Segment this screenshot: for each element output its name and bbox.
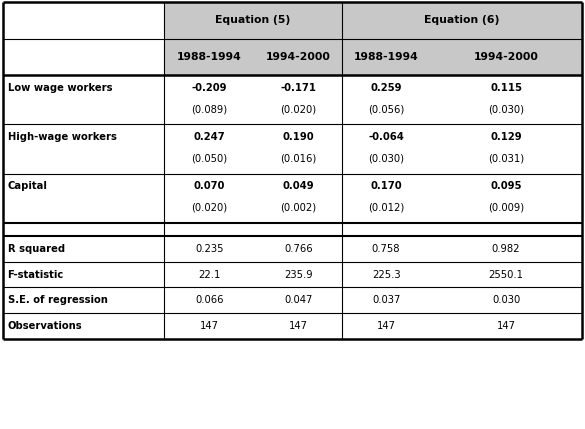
Text: (0.056): (0.056) bbox=[368, 104, 404, 114]
Text: 0.766: 0.766 bbox=[284, 244, 312, 254]
Text: (0.020): (0.020) bbox=[191, 203, 227, 213]
Text: 0.030: 0.030 bbox=[492, 295, 520, 305]
Text: 0.066: 0.066 bbox=[195, 295, 223, 305]
Text: Equation (6): Equation (6) bbox=[425, 15, 500, 25]
Text: (0.016): (0.016) bbox=[280, 154, 316, 163]
Text: 0.129: 0.129 bbox=[490, 132, 522, 142]
Text: F-statistic: F-statistic bbox=[8, 269, 64, 280]
Text: 0.190: 0.190 bbox=[283, 132, 314, 142]
Text: Equation (5): Equation (5) bbox=[215, 15, 291, 25]
Text: (0.012): (0.012) bbox=[368, 203, 404, 213]
Text: 1994-2000: 1994-2000 bbox=[266, 52, 331, 62]
Text: 0.037: 0.037 bbox=[372, 295, 400, 305]
Text: Observations: Observations bbox=[8, 321, 82, 331]
Text: 0.247: 0.247 bbox=[193, 132, 225, 142]
Text: -0.171: -0.171 bbox=[280, 83, 316, 93]
Text: S.E. of regression: S.E. of regression bbox=[8, 295, 108, 305]
Text: 1988-1994: 1988-1994 bbox=[354, 52, 418, 62]
Text: 0.047: 0.047 bbox=[284, 295, 312, 305]
Text: (0.031): (0.031) bbox=[488, 154, 524, 163]
Text: (0.020): (0.020) bbox=[280, 104, 316, 114]
Text: 0.170: 0.170 bbox=[370, 181, 402, 191]
Text: 1988-1994: 1988-1994 bbox=[177, 52, 242, 62]
Text: 2550.1: 2550.1 bbox=[488, 269, 524, 280]
Text: 147: 147 bbox=[199, 321, 219, 331]
Bar bbox=[3, 2, 582, 339]
Text: 0.235: 0.235 bbox=[195, 244, 223, 254]
Text: (0.030): (0.030) bbox=[488, 104, 524, 114]
Text: 235.9: 235.9 bbox=[284, 269, 312, 280]
Text: (0.050): (0.050) bbox=[191, 154, 227, 163]
Text: R squared: R squared bbox=[8, 244, 65, 254]
Text: 147: 147 bbox=[377, 321, 395, 331]
Text: Capital: Capital bbox=[8, 181, 47, 191]
Text: 0.758: 0.758 bbox=[372, 244, 400, 254]
Text: (0.030): (0.030) bbox=[368, 154, 404, 163]
Text: -0.064: -0.064 bbox=[368, 132, 404, 142]
Bar bbox=[164, 2, 582, 75]
Text: (0.002): (0.002) bbox=[280, 203, 316, 213]
Text: 0.049: 0.049 bbox=[283, 181, 314, 191]
Text: (0.009): (0.009) bbox=[488, 203, 524, 213]
Text: High-wage workers: High-wage workers bbox=[8, 132, 116, 142]
Text: 0.095: 0.095 bbox=[490, 181, 522, 191]
Text: 0.259: 0.259 bbox=[370, 83, 402, 93]
Text: 0.982: 0.982 bbox=[492, 244, 520, 254]
Text: 0.070: 0.070 bbox=[194, 181, 225, 191]
Text: 1994-2000: 1994-2000 bbox=[474, 52, 538, 62]
Text: 22.1: 22.1 bbox=[198, 269, 221, 280]
Text: 225.3: 225.3 bbox=[372, 269, 400, 280]
Text: 147: 147 bbox=[497, 321, 515, 331]
Text: 147: 147 bbox=[289, 321, 308, 331]
Text: (0.089): (0.089) bbox=[191, 104, 227, 114]
Text: Low wage workers: Low wage workers bbox=[8, 83, 112, 93]
Text: -0.209: -0.209 bbox=[191, 83, 227, 93]
Text: 0.115: 0.115 bbox=[490, 83, 522, 93]
